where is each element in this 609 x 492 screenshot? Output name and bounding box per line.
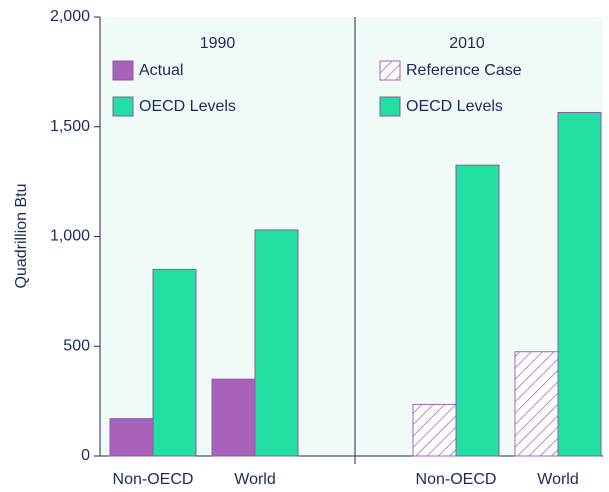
legend-swatch: [112, 96, 134, 117]
x-tick-label: Non-OECD: [416, 471, 497, 488]
bar: [109, 418, 154, 457]
legend-label: OECD Levels: [406, 98, 503, 115]
y-tick-label: 1,000: [50, 228, 90, 245]
legend-swatch: [379, 60, 401, 81]
bar: [514, 351, 559, 457]
bar: [254, 229, 299, 457]
legend-label: OECD Levels: [139, 98, 236, 115]
legend-swatch: [112, 60, 134, 81]
legend-label: Actual: [139, 62, 183, 79]
panel-title: 2010: [449, 35, 485, 52]
bar: [455, 164, 500, 457]
bar: [211, 378, 256, 457]
x-tick-label: World: [234, 471, 276, 488]
legend-swatch: [379, 96, 401, 117]
y-axis-label: Quadrillion Btu: [13, 184, 30, 289]
y-tick-label: 2,000: [50, 8, 90, 25]
x-tick-label: World: [537, 471, 579, 488]
y-tick-label: 1,500: [50, 118, 90, 135]
bar: [412, 403, 457, 457]
y-tick-label: 500: [63, 337, 90, 354]
bar: [152, 268, 197, 457]
x-tick-label: Non-OECD: [113, 471, 194, 488]
y-tick-label: 0: [81, 447, 90, 464]
panel-title: 1990: [200, 35, 236, 52]
bar: [557, 111, 602, 457]
legend-label: Reference Case: [406, 62, 522, 79]
